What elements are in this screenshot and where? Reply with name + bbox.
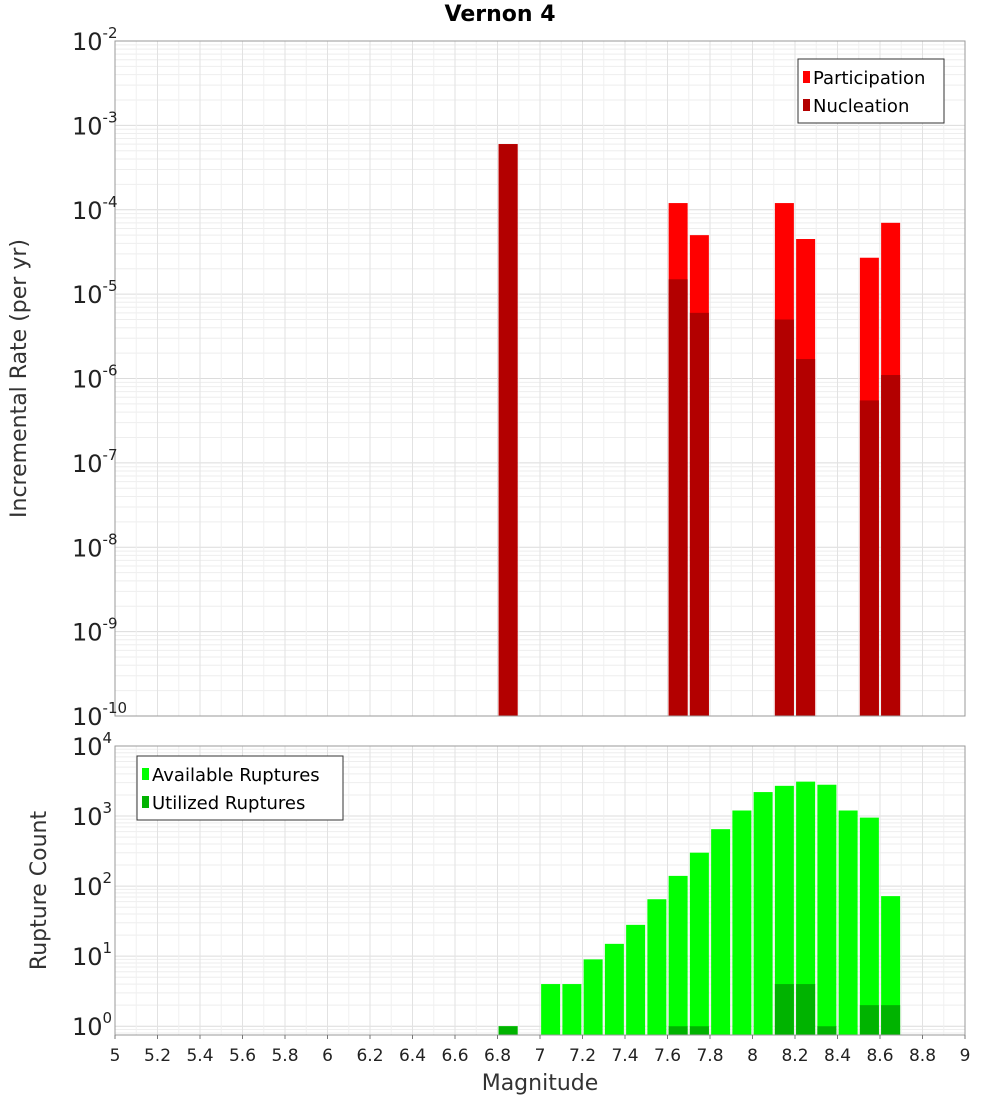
available-ruptures-bar (732, 810, 752, 1035)
available-ruptures-bar (541, 984, 561, 1035)
available-ruptures-bar (647, 899, 667, 1035)
utilized-ruptures-bar (881, 1005, 901, 1035)
utilized-ruptures-bar (774, 984, 794, 1035)
available-ruptures-bar (881, 896, 901, 1035)
x-tick-label: 6.2 (356, 1046, 383, 1066)
x-tick-label: 8.4 (824, 1046, 851, 1066)
utilized-ruptures-bar (668, 1026, 688, 1035)
utilized-ruptures-bar (859, 1005, 879, 1035)
x-tick-label: 7.2 (569, 1046, 596, 1066)
top-legend: Participation Nucleation (797, 58, 945, 124)
y-tick-label: 101 (72, 939, 112, 971)
available-ruptures-bar (583, 959, 603, 1035)
available-ruptures-bar (838, 810, 858, 1035)
utilized-ruptures-bar (498, 1026, 518, 1035)
legend-swatch (803, 71, 810, 83)
top-y-ticks: 10-10 10-9 10-8 10-7 10-6 10-5 10-4 10-3 10-2 (72, 24, 127, 731)
bottom-x-ticks: 5 5.2 5.4 5.6 5.8 6 6.2 6.4 6.6 6.8 7 7.2 7.4 7.6 7.8 8… (110, 1035, 971, 1066)
x-tick-label: 7.4 (611, 1046, 638, 1066)
utilized-ruptures-bar (689, 1026, 709, 1035)
top-grid (114, 41, 966, 717)
y-tick-label: 104 (72, 729, 112, 761)
y-tick-label: 103 (72, 799, 112, 831)
nucleation-bar (859, 400, 879, 716)
legend-label: Nucleation (813, 96, 909, 117)
legend-box (136, 755, 344, 821)
available-ruptures-bar (668, 875, 688, 1035)
x-tick-label: 6 (322, 1046, 333, 1066)
x-tick-label: 8 (747, 1046, 758, 1066)
available-ruptures-bar (626, 924, 646, 1035)
y-tick-label: 10-6 (72, 362, 118, 394)
x-tick-label: 9 (960, 1046, 971, 1066)
x-tick-label: 7 (535, 1046, 546, 1066)
y-tick-label: 10-5 (72, 277, 118, 309)
x-tick-label: 6.6 (441, 1046, 468, 1066)
y-tick-label: 10-9 (72, 615, 118, 647)
legend-label: Available Ruptures (152, 765, 320, 786)
x-tick-label: 7.6 (654, 1046, 681, 1066)
x-tick-label: 5.2 (144, 1046, 171, 1066)
nucleation-bar (689, 312, 709, 716)
legend-swatch (142, 796, 149, 808)
top-plot-frame (114, 40, 966, 717)
x-tick-label: 5.4 (186, 1046, 213, 1066)
y-tick-label: 10-8 (72, 530, 118, 562)
legend-box (797, 58, 945, 124)
x-tick-label: 5.6 (229, 1046, 256, 1066)
y-tick-label: 10-7 (72, 446, 118, 478)
y-tick-label: 10-2 (72, 24, 118, 56)
nucleation-bar (796, 359, 816, 716)
available-ruptures-bar (796, 781, 816, 1035)
available-ruptures-bar (817, 784, 837, 1035)
utilized-ruptures-bar (817, 1026, 837, 1035)
legend-label: Utilized Ruptures (152, 793, 305, 814)
available-ruptures-bar (562, 984, 582, 1035)
x-tick-label: 8.6 (866, 1046, 893, 1066)
bottom-y-axis-label: Rupture Count (27, 811, 52, 971)
available-ruptures-bar (689, 852, 709, 1035)
x-tick-label: 8.8 (909, 1046, 936, 1066)
y-tick-label: 100 (72, 1009, 112, 1041)
x-axis-label: Magnitude (482, 1071, 599, 1096)
chart-title: Vernon 4 (444, 2, 556, 27)
y-tick-label: 102 (72, 869, 112, 901)
available-ruptures-bar (711, 829, 731, 1035)
x-tick-label: 5 (110, 1046, 121, 1066)
bottom-bars (498, 781, 901, 1035)
x-tick-label: 6.8 (484, 1046, 511, 1066)
bottom-legend: Available Ruptures Utilized Ruptures (136, 755, 344, 821)
x-tick-label: 8.2 (781, 1046, 808, 1066)
nucleation-bar (774, 319, 794, 716)
available-ruptures-bar (604, 943, 624, 1035)
y-tick-label: 10-3 (72, 108, 118, 140)
x-tick-label: 5.8 (271, 1046, 298, 1066)
available-ruptures-bar (753, 792, 773, 1035)
x-tick-label: 7.8 (696, 1046, 723, 1066)
top-bars (498, 144, 901, 716)
available-ruptures-bar (774, 785, 794, 1035)
available-ruptures-bar (859, 817, 879, 1035)
y-tick-label: 10-10 (72, 699, 127, 731)
nucleation-bar (498, 144, 518, 716)
legend-label: Participation (813, 68, 925, 89)
x-tick-label: 6.4 (399, 1046, 426, 1066)
bottom-y-ticks: 100 101 102 103 104 (72, 729, 112, 1041)
utilized-ruptures-bar (796, 984, 816, 1035)
y-tick-label: 10-4 (72, 193, 118, 225)
nucleation-bar (881, 375, 901, 716)
legend-swatch (803, 99, 810, 111)
legend-swatch (142, 768, 149, 780)
nucleation-bar (668, 279, 688, 716)
top-y-axis-label: Incremental Rate (per yr) (7, 239, 32, 518)
